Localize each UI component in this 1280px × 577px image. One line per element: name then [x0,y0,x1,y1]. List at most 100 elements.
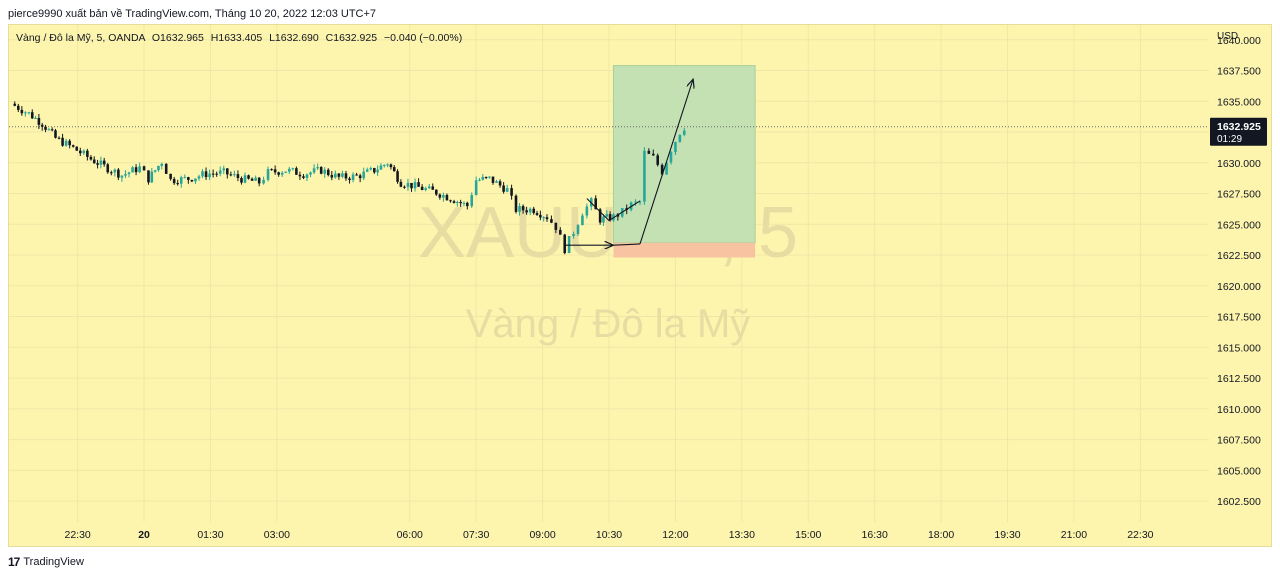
time-axis[interactable]: 22:30 20 01:30 03:00 06:00 07:30 09:00 10:30 12:… [64,529,1153,541]
candle-body [484,176,488,178]
candle-body [563,234,567,254]
time-tick-label: 16:30 [862,529,888,541]
candle-body [96,163,99,165]
candle-body [478,179,481,181]
price-tick-label: 1622.500 [1217,250,1261,262]
candle-body [344,173,348,179]
candle-body [86,150,89,157]
candle-body [147,170,150,183]
candle-body [240,178,243,183]
candle-body [164,163,168,174]
candle-body [665,162,668,175]
candle-body [452,201,456,204]
candle-body [382,164,386,166]
candle-body [106,164,110,173]
candle-body [201,171,204,177]
candle-body [502,185,505,192]
candle-body [542,217,545,219]
high-value: H1633.405 [210,32,263,44]
candle-body [554,222,558,230]
low-value: L1632.690 [269,32,319,44]
candle-body [215,173,218,175]
candle-body [456,201,459,204]
candle-body [172,178,176,184]
candle-body [559,229,562,235]
candle-body [157,165,160,171]
candle-body [660,164,664,175]
candle-body [651,153,655,156]
candle-body [572,234,575,236]
time-tick-label: 19:30 [994,529,1020,541]
publish-info: pierce9990 xuất bản về TradingView.com, … [8,8,377,20]
candle-body [131,167,134,173]
candle-body [254,177,257,181]
long-position-tool[interactable] [612,65,756,258]
trend-drawings[interactable] [564,79,693,245]
candle-body [605,214,609,217]
time-tick-label: 15:00 [795,529,821,541]
projection-arrow [639,79,693,245]
price-tick-label: 1637.500 [1217,66,1261,78]
candle-body [169,173,172,179]
open-value: O1632.965 [151,32,204,44]
candle-body [24,112,27,114]
candle-body [369,168,373,170]
candles [13,101,686,255]
candle-body [334,173,337,178]
candle-body [197,176,201,179]
candle-body [298,174,302,177]
candle-body [79,150,82,154]
candle-body [64,140,68,146]
time-tick-label: 07:30 [463,529,489,541]
candle-body [532,208,536,214]
candle-body [226,168,229,175]
candle-body [656,155,659,165]
time-tick-label: 22:30 [64,529,90,541]
candle-body [674,142,677,153]
candle-body [99,160,103,165]
price-tick-label: 1627.500 [1217,189,1261,201]
candle-body [30,112,34,119]
price-tick-label: 1625.000 [1217,219,1261,231]
price-axis[interactable]: USD1640.0001637.5001635.0001632.5001630.… [1210,31,1267,508]
candle-body [413,182,417,189]
price-tick-label: 1602.500 [1217,496,1261,508]
candle-body [481,176,485,180]
candle-body [160,163,164,166]
candle-body [545,217,549,220]
candle-body [190,179,194,182]
time-tick-label: 21:00 [1061,529,1087,541]
candle-body [498,181,502,186]
candle-body [491,176,495,183]
candle-body [431,186,435,190]
candle-body [528,208,532,213]
candle-body [462,202,466,204]
ohlc-legend: Vàng / Đô la Mỹ, 5, OANDA O1632.965 H163… [16,32,462,44]
zigzag-line [586,198,641,222]
candle-body [403,186,406,188]
candle-body [539,214,542,218]
price-tick-label: 1615.000 [1217,342,1261,354]
candle-body [92,159,96,164]
candle-body [27,112,31,114]
candle-body [20,109,24,114]
candle-body [194,178,197,182]
time-tick-label: 18:00 [928,529,954,541]
candle-body [204,171,208,178]
candle-body [643,150,646,202]
time-tick-label: 03:00 [264,529,290,541]
tradingview-brand[interactable]: TradingView [23,556,84,568]
candle-body [376,169,379,173]
candle-body [316,167,319,169]
candle-body [466,202,469,207]
candle-body [40,124,44,127]
price-tick-label: 1620.000 [1217,281,1261,293]
candle-body [71,145,75,147]
candle-body [176,183,179,185]
candle-body [211,173,215,175]
candle-body [13,103,17,106]
candle-body [270,169,273,171]
candle-body [291,168,295,170]
candle-body [120,175,124,178]
